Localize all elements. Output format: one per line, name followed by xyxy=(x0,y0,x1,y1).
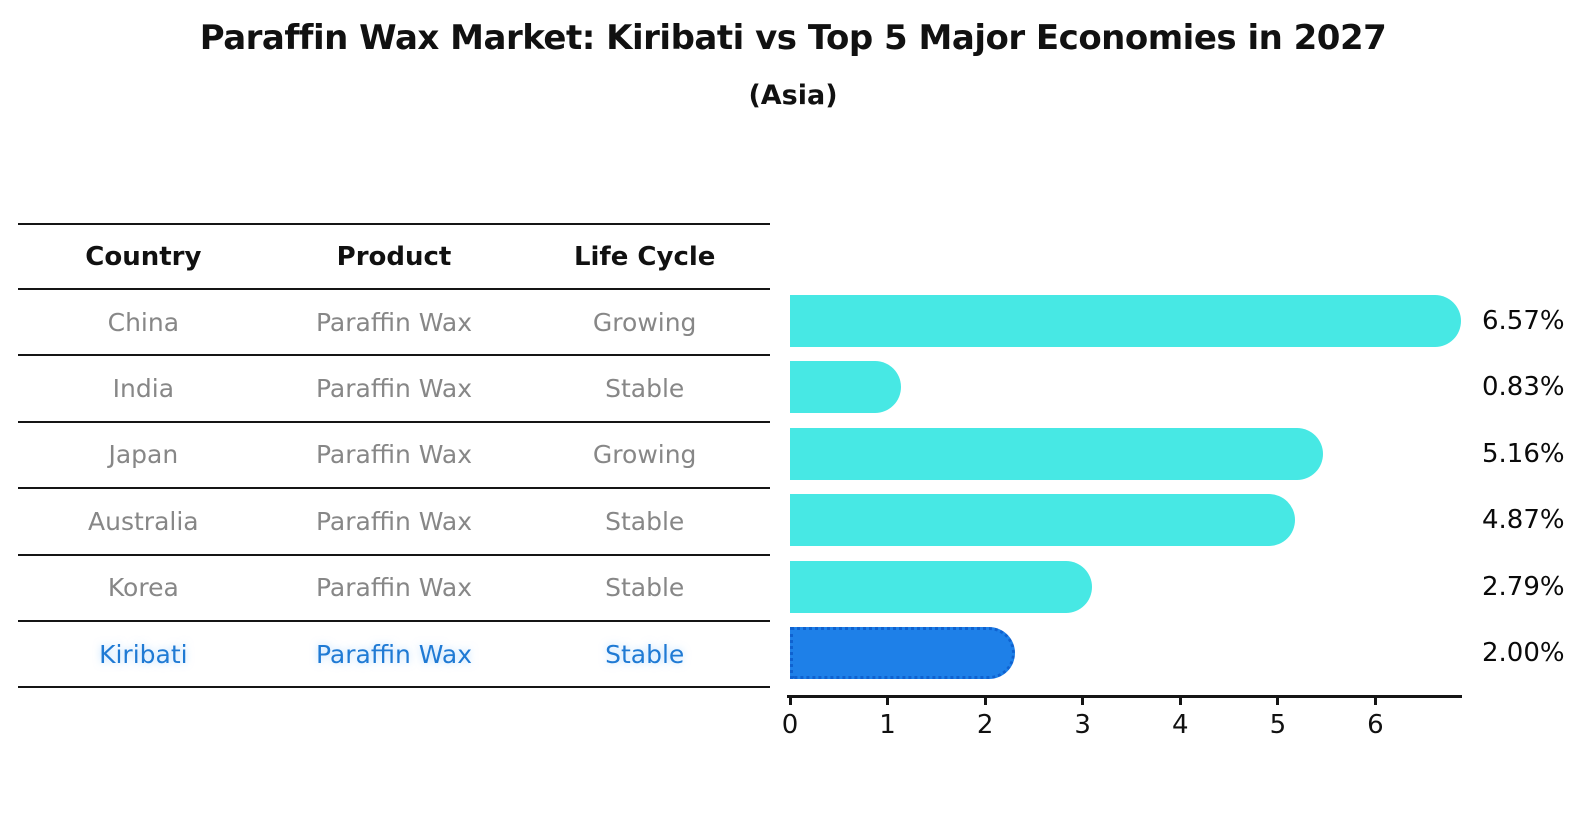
bar-india xyxy=(790,361,901,414)
table-cell-country: Korea xyxy=(107,573,179,603)
x-axis-tick-label: 2 xyxy=(976,710,994,740)
bar-australia xyxy=(790,494,1296,547)
table-cell-country: India xyxy=(112,374,175,404)
table-cell-life-cycle: Stable xyxy=(605,374,685,404)
chart-title: Paraffin Wax Market: Kiribati vs Top 5 M… xyxy=(199,18,1387,58)
bar-japan xyxy=(790,427,1324,480)
table-cell-country: Kiribati xyxy=(99,639,188,669)
table-row-japan: Japan Paraffin Wax Growing xyxy=(18,420,770,487)
table-cell-country: Australia xyxy=(88,506,199,536)
table-row-india: India Paraffin Wax Stable xyxy=(18,354,770,420)
x-axis-tick xyxy=(1276,695,1280,705)
bar-value-label: 6.57% xyxy=(1482,306,1565,336)
table-cell-product: Paraffin Wax xyxy=(315,440,473,470)
country-table: Country Product Life Cycle China Paraffin Wa… xyxy=(18,223,770,689)
table-cell-product: Paraffin Wax xyxy=(315,307,473,337)
table-row-china: China Paraffin Wax Growing xyxy=(18,288,770,354)
table-header-cell: Life Cycle xyxy=(573,241,716,272)
bar-value-label: 0.83% xyxy=(1482,372,1565,403)
table-cell-product: Paraffin Wax xyxy=(315,639,473,669)
table-row-australia: Australia Paraffin Wax Stable xyxy=(18,487,770,553)
table-cell-product: Paraffin Wax xyxy=(315,374,473,404)
table-cell-life-cycle: Stable xyxy=(605,573,685,603)
x-axis-tick xyxy=(1373,695,1377,705)
table-row-kiribati: Kiribati Paraffin Wax Stable xyxy=(18,619,770,686)
bar-kiribati xyxy=(790,627,1016,679)
table-cell-life-cycle: Growing xyxy=(592,307,697,337)
bar-value-label: 2.00% xyxy=(1482,638,1565,668)
bar-value-label: 4.87% xyxy=(1482,505,1565,536)
table-header-cell: Product xyxy=(336,241,452,272)
x-axis-tick-label: 5 xyxy=(1269,710,1287,740)
x-axis-tick-label: 1 xyxy=(879,710,896,740)
x-axis-tick xyxy=(1178,695,1182,705)
x-axis-tick-label: 3 xyxy=(1074,710,1091,740)
bar-value-label: 2.79% xyxy=(1482,571,1565,602)
x-axis-tick-label: 0 xyxy=(781,710,799,740)
x-axis-tick xyxy=(1081,695,1085,705)
x-axis-tick xyxy=(886,695,890,705)
x-axis-tick-label: 4 xyxy=(1171,710,1189,740)
chart-subtitle: (Asia) xyxy=(748,80,838,111)
table-cell-life-cycle: Stable xyxy=(605,506,685,536)
bar-china xyxy=(790,295,1462,347)
table-header-cell: Country xyxy=(85,241,202,272)
bar-korea xyxy=(790,560,1093,613)
x-axis-tick xyxy=(983,695,987,705)
table-cell-life-cycle: Growing xyxy=(592,440,697,470)
x-axis-tick-label: 6 xyxy=(1367,710,1384,740)
table-row-korea: Korea Paraffin Wax Stable xyxy=(18,553,770,620)
x-axis-tick xyxy=(788,695,792,705)
table-header-row: Country Product Life Cycle xyxy=(18,223,770,288)
table-cell-product: Paraffin Wax xyxy=(315,506,473,536)
bar-value-label: 5.16% xyxy=(1482,438,1565,469)
table-cell-country: Japan xyxy=(108,440,179,470)
table-cell-country: China xyxy=(107,307,180,337)
table-cell-product: Paraffin Wax xyxy=(315,573,473,603)
x-axis-line xyxy=(787,695,1462,698)
table-cell-life-cycle: Stable xyxy=(605,639,685,669)
